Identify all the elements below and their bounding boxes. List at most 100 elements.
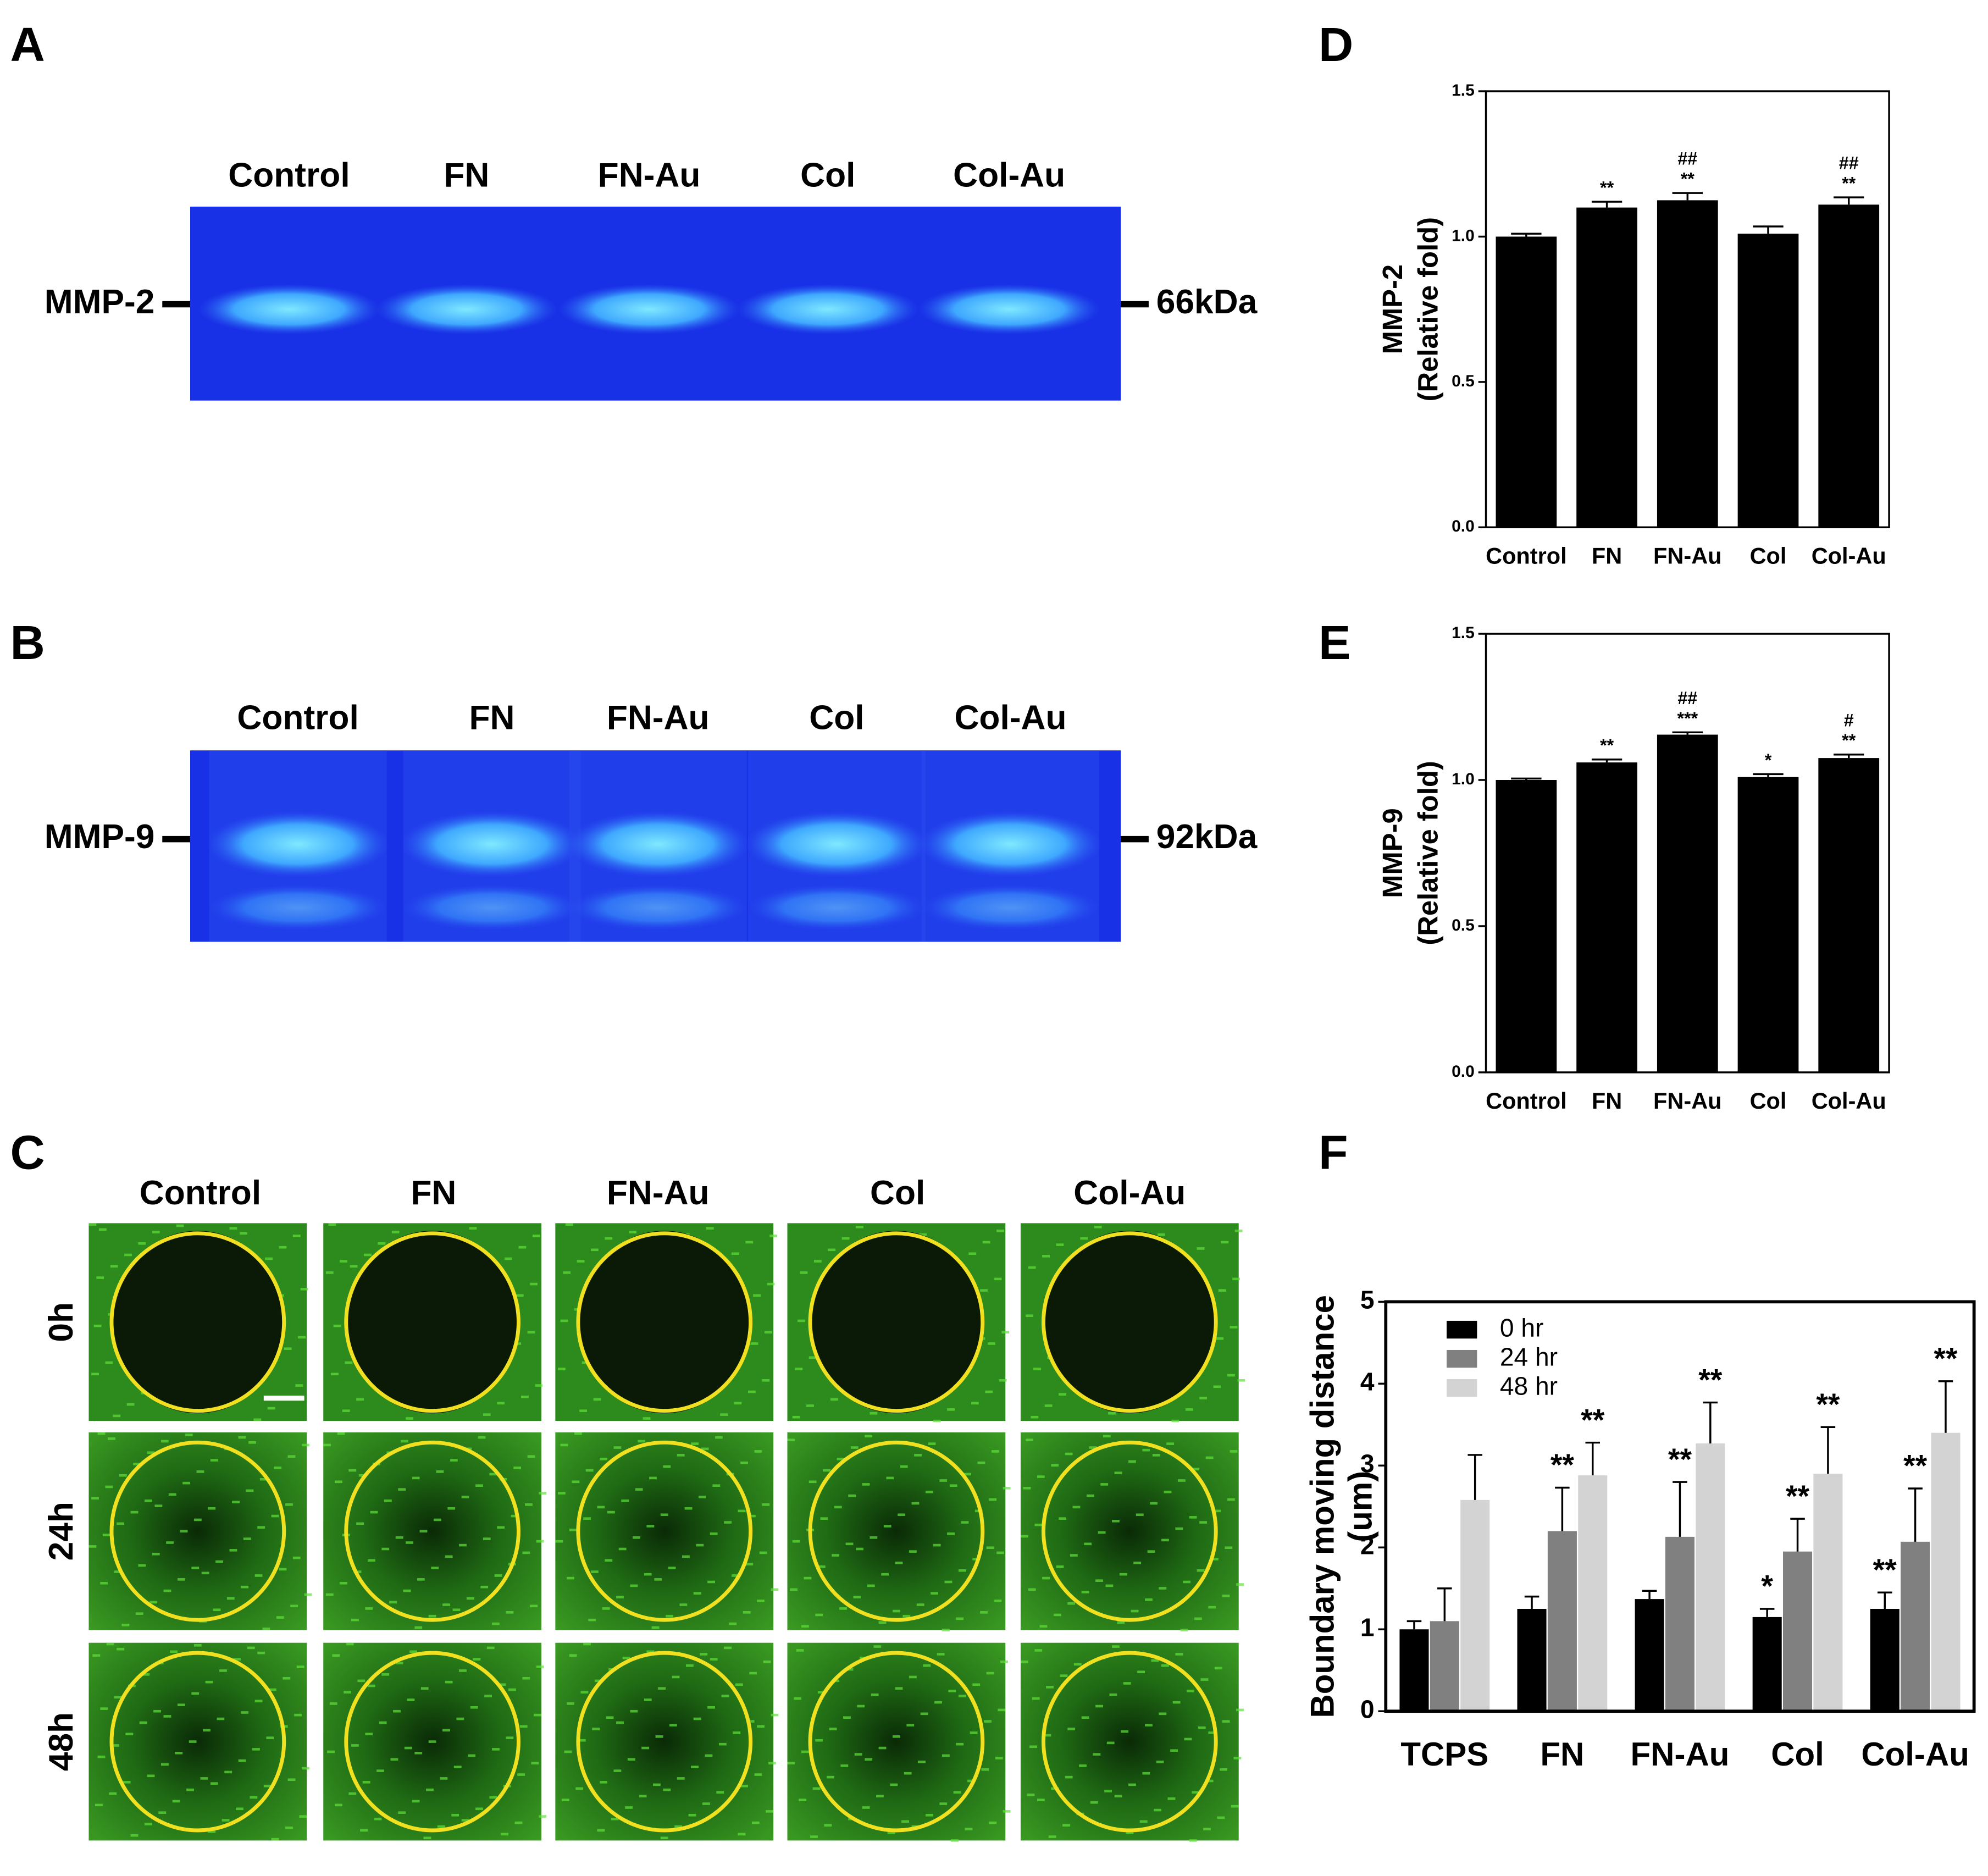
cell-speck: [710, 1658, 718, 1661]
cell-speck: [674, 1825, 683, 1828]
cell-speck: [534, 1713, 541, 1717]
cell-speck: [530, 1282, 538, 1286]
legend-swatch: [1447, 1379, 1477, 1397]
cell-speck: [1205, 1779, 1214, 1783]
cell-speck: [987, 1342, 995, 1345]
cell-speck: [88, 1545, 97, 1548]
cell-speck: [895, 1687, 903, 1690]
cell-speck: [414, 1752, 423, 1755]
cell-speck: [210, 1459, 218, 1462]
cell-speck: [1094, 1225, 1102, 1228]
micrograph: [323, 1432, 541, 1630]
cell-speck: [911, 1502, 920, 1505]
bar: [1517, 1608, 1547, 1712]
error-bar: [1753, 225, 1784, 234]
cell-speck: [466, 1597, 474, 1600]
cell-speck: [909, 1675, 917, 1679]
cell-speck: [1042, 1255, 1050, 1258]
error-bar: [1524, 1595, 1540, 1609]
cell-speck: [492, 1622, 500, 1625]
cell-speck: [114, 1696, 122, 1699]
gel-band: [207, 811, 390, 877]
cell-speck: [166, 1541, 174, 1544]
cell-speck: [961, 1521, 969, 1524]
cell-speck: [797, 1319, 805, 1322]
error-bar: [1908, 1487, 1923, 1542]
cell-speck: [1106, 1741, 1115, 1745]
cell-speck: [325, 1271, 334, 1274]
cell-speck: [1230, 1326, 1238, 1329]
wound-outline: [1042, 1440, 1218, 1622]
cell-speck: [489, 1796, 497, 1799]
cell-speck: [1166, 1442, 1175, 1445]
cell-speck: [447, 1507, 456, 1510]
cell-speck: [928, 1442, 936, 1445]
cell-speck: [232, 1501, 240, 1504]
cell-speck: [1175, 1653, 1183, 1656]
cell-speck: [977, 1461, 985, 1464]
error-bar: [1820, 1426, 1836, 1474]
error-bar: [1642, 1590, 1657, 1600]
cell-speck: [1062, 1824, 1070, 1827]
x-tick-label: FN: [1592, 1088, 1622, 1114]
cell-speck: [130, 1834, 139, 1837]
cell-speck: [735, 1683, 743, 1686]
cell-speck: [621, 1499, 629, 1502]
cell-speck: [511, 1514, 519, 1518]
cell-speck: [226, 1597, 235, 1600]
cell-speck: [933, 1543, 941, 1547]
error-bar: [1437, 1587, 1452, 1622]
cell-speck: [953, 1791, 961, 1794]
cell-speck: [1233, 1757, 1242, 1759]
column-label: FN: [411, 1174, 456, 1212]
x-tick-label: Col: [1750, 543, 1787, 569]
significance-label: **: [1873, 1553, 1897, 1587]
bar: [1782, 1551, 1813, 1712]
cell-speck: [1053, 1613, 1061, 1617]
cell-speck: [951, 1839, 959, 1842]
cell-speck: [920, 1712, 928, 1715]
cell-speck: [981, 1768, 989, 1771]
significance-label: ##: [1839, 153, 1859, 173]
cell-speck: [433, 1518, 441, 1521]
cell-speck: [820, 1517, 828, 1520]
cell-speck: [113, 1414, 121, 1418]
cell-speck: [892, 1609, 900, 1613]
cell-speck: [517, 1773, 525, 1776]
error-bar: [1790, 1518, 1805, 1552]
cell-speck: [947, 1408, 955, 1411]
cell-speck: [764, 1331, 772, 1333]
bar: [1578, 1475, 1608, 1712]
cell-speck: [939, 1479, 948, 1482]
cell-speck: [1067, 1602, 1076, 1605]
cell-speck: [100, 1581, 108, 1585]
cell-speck: [995, 1757, 1003, 1759]
cell-speck: [453, 1766, 462, 1768]
cell-speck: [1142, 1772, 1150, 1775]
x-tick-label: Control: [1486, 543, 1567, 569]
cell-speck: [557, 1492, 566, 1495]
bar: [1576, 207, 1637, 528]
cell-speck: [219, 1669, 227, 1672]
cell-speck: [138, 1564, 146, 1567]
cell-speck: [1213, 1509, 1221, 1513]
cell-speck: [300, 1287, 308, 1291]
cell-speck: [350, 1265, 358, 1268]
cell-speck: [506, 1611, 514, 1614]
size-label: 92kDa: [1156, 818, 1258, 856]
cell-speck: [323, 1443, 331, 1447]
micrograph: [88, 1642, 307, 1841]
cell-speck: [1218, 1289, 1226, 1292]
bar: [1737, 234, 1799, 528]
cell-speck: [535, 1384, 543, 1387]
cell-speck: [367, 1559, 375, 1562]
cell-speck: [420, 1687, 429, 1690]
cell-speck: [160, 1440, 169, 1443]
cell-speck: [1236, 1583, 1244, 1586]
cell-speck: [1039, 1625, 1048, 1628]
cell-speck: [1131, 1609, 1139, 1613]
cell-speck: [834, 1506, 842, 1509]
cell-speck: [871, 1693, 879, 1696]
gel-band: [569, 884, 747, 931]
cell-speck: [516, 1294, 524, 1297]
